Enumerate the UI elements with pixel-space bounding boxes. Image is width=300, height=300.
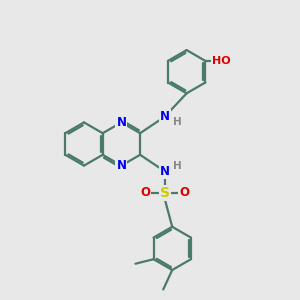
Text: S: S [160, 186, 170, 200]
Text: N: N [160, 165, 170, 178]
Text: H: H [173, 117, 182, 127]
Text: N: N [116, 159, 126, 172]
Text: O: O [179, 186, 189, 200]
Text: O: O [140, 186, 150, 200]
Text: N: N [116, 116, 126, 129]
Text: H: H [173, 161, 182, 171]
Text: N: N [160, 110, 170, 123]
Text: HO: HO [212, 56, 230, 66]
